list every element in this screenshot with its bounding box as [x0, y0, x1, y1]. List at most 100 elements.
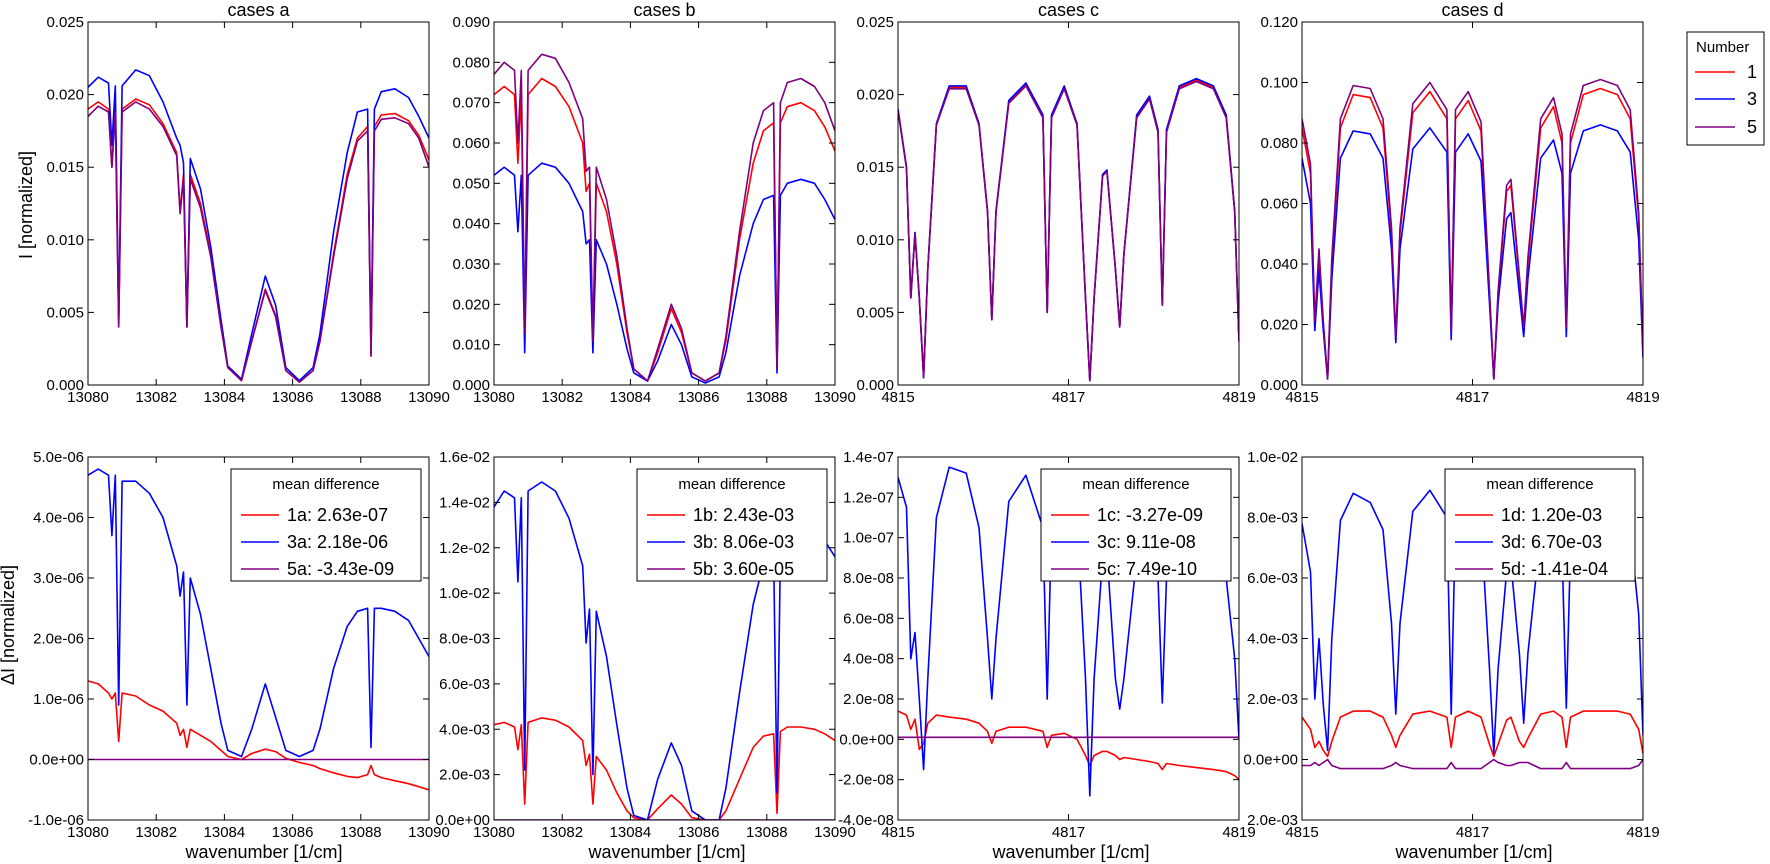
y-tick-label-bot-d: 0.0e+00: [1243, 752, 1298, 769]
x-tick-label-bot-a: 13090: [408, 824, 450, 841]
x-tick-label-bot-a: 13086: [272, 824, 314, 841]
y-tick-label-top-a: 0.015: [46, 159, 84, 176]
y-tick-label-top-a: 0.025: [46, 14, 84, 31]
y-tick-label-bot-a: 0.0e+00: [29, 752, 84, 769]
x-tick-label-bot-b: 13084: [610, 824, 652, 841]
series-line-bot-b-1: [494, 717, 835, 820]
y-tick-label-top-c: 0.010: [856, 232, 894, 249]
y-tick-label-top-a: 0.010: [46, 232, 84, 249]
y-tick-label-bot-c: 4.0e-08: [843, 651, 894, 668]
x-tick-label-top-d: 4817: [1456, 389, 1489, 406]
y-tick-label-bot-c: 1.4e-07: [843, 449, 894, 466]
series-line-top-a-1: [88, 98, 429, 383]
x-tick-label-top-c: 4817: [1052, 389, 1085, 406]
legend-label-bot-d: 1d: 1.20e-03: [1501, 505, 1602, 525]
y-tick-label-top-a: 0.000: [46, 377, 84, 394]
series-line-bot-a-1: [88, 680, 429, 791]
x-tick-label-top-b: 13088: [746, 389, 788, 406]
panel-top-d: 0.000 0.020 0.040 0.060 0.080 0.100 0.120 4815 4…: [1260, 0, 1659, 406]
legend-label-bot-c: 5c: 7.49e-10: [1097, 559, 1197, 579]
y-tick-label-top-c: 0.005: [856, 304, 894, 321]
x-tick-label-bot-b: 13090: [814, 824, 856, 841]
panel-title-top-a: cases a: [227, 0, 290, 20]
x-tick-label-bot-d: 4815: [1285, 824, 1318, 841]
legend-label-bot-c: 3c: 9.11e-08: [1097, 532, 1196, 552]
y-tick-label-bot-b: 1.0e-02: [439, 585, 490, 602]
y-tick-label-bot-d: 2.0e-03: [1247, 812, 1298, 829]
series-line-top-b-3: [494, 162, 835, 384]
series-line-bot-d-5: [1302, 758, 1643, 770]
legend-label-bot-a: 3a: 2.18e-06: [287, 532, 388, 552]
y-tick-label-bot-d: 8.0e-03: [1247, 510, 1298, 527]
y-tick-label-bot-a: 1.0e-06: [33, 691, 84, 708]
series-line-top-c-5: [898, 80, 1239, 382]
legend-box-bot-a: [230, 468, 422, 582]
y-tick-label-top-b: 0.000: [452, 377, 490, 394]
top-y-axis-label: I [normalized]: [16, 151, 36, 259]
panel-top-c: 0.000 0.005 0.010 0.015 0.020 0.025 4815 4817 48…: [856, 0, 1255, 406]
y-tick-label-top-b: 0.080: [452, 54, 490, 71]
x-tick-label-bot-b: 13086: [678, 824, 720, 841]
x-tick-label-bot-c: 4817: [1052, 824, 1085, 841]
y-tick-label-bot-a: 2.0e-06: [33, 631, 84, 648]
y-tick-label-bot-b: 6.0e-03: [439, 676, 490, 693]
series-line-top-d-5: [1302, 78, 1643, 380]
legend-title-bot-b: mean difference: [678, 476, 785, 493]
panels-group: 0.000 0.005 0.010 0.015 0.020 0.025 13080 13082…: [28, 0, 1660, 841]
x-tick-label-bot-b: 13080: [473, 824, 515, 841]
x-tick-label-top-d: 4815: [1285, 389, 1318, 406]
panel-bot-a: -1.0e-06 0.0e+00 1.0e-06 2.0e-06 3.0e-06 4.0e…: [28, 449, 450, 841]
y-tick-label-top-b: 0.090: [452, 14, 490, 31]
figure-legend-box: [1686, 31, 1765, 146]
series-line-top-a-3: [88, 69, 429, 382]
legend-bot-c: mean difference 1c: -3.27e-09 3c: 9.11e-08…: [1040, 468, 1232, 582]
legend-title-bot-a: mean difference: [272, 476, 379, 493]
y-tick-label-top-b: 0.010: [452, 337, 490, 354]
y-tick-label-bot-c: -2.0e-08: [838, 772, 894, 789]
series-line-top-a-5: [88, 101, 429, 383]
y-tick-label-bot-c: 6.0e-08: [843, 610, 894, 627]
legend-label-bot-b: 1b: 2.43e-03: [693, 505, 794, 525]
y-tick-label-top-c: 0.000: [856, 377, 894, 394]
x-tick-label-top-b: 13084: [610, 389, 652, 406]
x-tick-label-bot-c: 4819: [1222, 824, 1255, 841]
y-tick-label-top-c: 0.025: [856, 14, 894, 31]
legend-label-bot-a: 1a: 2.63e-07: [287, 505, 388, 525]
y-tick-label-bot-c: 0.0e+00: [839, 731, 894, 748]
figure-legend-label-5: 5: [1747, 117, 1757, 137]
x-tick-label-bot-b: 13082: [541, 824, 583, 841]
y-tick-label-bot-c: 8.0e-08: [843, 570, 894, 587]
x-tick-label-top-a: 13090: [408, 389, 450, 406]
y-tick-label-bot-d: 6.0e-03: [1247, 570, 1298, 587]
x-tick-label-top-a: 13084: [204, 389, 246, 406]
x-tick-label-top-a: 13086: [272, 389, 314, 406]
legend-label-bot-d: 5d: -1.41e-04: [1501, 559, 1608, 579]
y-tick-label-top-a: 0.005: [46, 304, 84, 321]
series-line-top-b-1: [494, 77, 835, 382]
panel-bot-b: 0.0e+00 2.0e-03 4.0e-03 6.0e-03 8.0e-03 1.0e-…: [435, 449, 856, 841]
x-tick-label-top-b: 13086: [678, 389, 720, 406]
legend-title-bot-c: mean difference: [1082, 476, 1189, 493]
x-axis-label-b: wavenumber [1/cm]: [587, 842, 745, 862]
y-tick-label-top-d: 0.000: [1260, 377, 1298, 394]
y-tick-label-bot-b: 4.0e-03: [439, 721, 490, 738]
y-tick-label-top-b: 0.020: [452, 296, 490, 313]
panel-bot-c: -4.0e-08 -2.0e-08 0.0e+00 2.0e-08 4.0e-08 6.0…: [838, 449, 1256, 841]
x-axis-label-c: wavenumber [1/cm]: [991, 842, 1149, 862]
y-tick-label-top-d: 0.100: [1260, 75, 1298, 92]
panel-bot-d: 2.0e-03 0.0e+00 2.0e-03 4.0e-03 6.0e-03 8.0e-…: [1243, 449, 1659, 841]
x-tick-label-top-a: 13080: [67, 389, 109, 406]
y-tick-label-bot-a: 4.0e-06: [33, 510, 84, 527]
y-tick-label-top-b: 0.060: [452, 135, 490, 152]
plot-frame-top-a: [87, 21, 430, 386]
legend-bot-a: mean difference 1a: 2.63e-07 3a: 2.18e-06 5…: [230, 468, 422, 582]
figure-legend-title: Number: [1696, 39, 1749, 56]
y-tick-label-top-a: 0.020: [46, 87, 84, 104]
plot-frame-top-c: [897, 21, 1240, 386]
y-tick-label-bot-c: 1.2e-07: [843, 489, 894, 506]
y-tick-label-top-d: 0.080: [1260, 135, 1298, 152]
plot-frame-top-b: [493, 21, 836, 386]
series-line-bot-a-3: [88, 468, 429, 758]
bottom-y-axis-label: ΔI [normalized]: [0, 565, 18, 685]
panel-title-top-d: cases d: [1441, 0, 1503, 20]
